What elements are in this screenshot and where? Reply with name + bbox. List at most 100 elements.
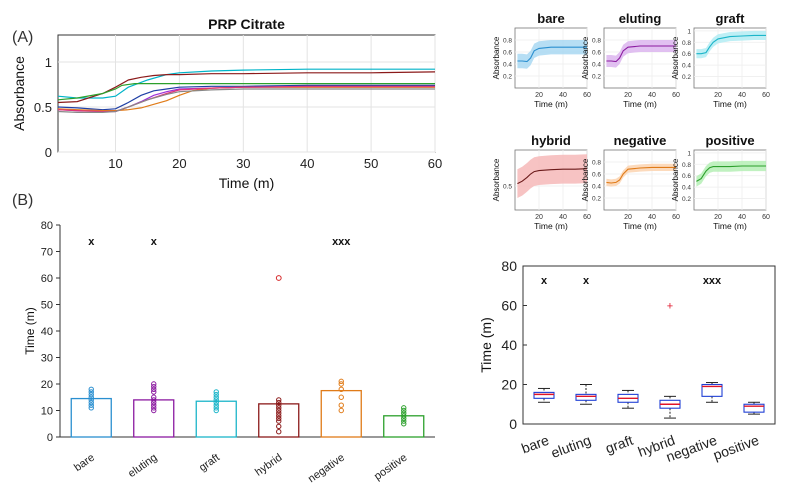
bar-point — [88, 389, 94, 395]
small-y-tick-label: 1 — [687, 150, 691, 157]
small-x-axis-label: Time (m) — [713, 99, 747, 109]
bar-point — [88, 391, 94, 398]
bar-point — [276, 423, 282, 430]
bar-x-tick-label: positive — [372, 452, 409, 483]
bar-point — [88, 397, 94, 403]
small-y-tick-label: 0.6 — [503, 50, 512, 57]
bar-y-tick-label: 0 — [47, 432, 53, 444]
small-x-tick-label: 60 — [583, 214, 591, 221]
bar-x-tick-label: hybrid — [253, 452, 284, 479]
bar-y-tick-label: 70 — [41, 247, 53, 259]
small-y-tick-label: 0.8 — [592, 160, 601, 167]
small-x-tick-label: 20 — [714, 214, 722, 221]
main-x-tick-label: 60 — [428, 156, 442, 171]
bar-point — [213, 394, 219, 400]
bar — [320, 389, 362, 438]
bar-point — [151, 405, 157, 411]
bar-point — [338, 381, 344, 387]
small-y-axis-label: Absorbance — [492, 36, 501, 79]
small-mean-line — [696, 165, 766, 182]
small-band-area — [696, 160, 766, 187]
box-iqr — [743, 403, 765, 413]
main-x-tick-label: 30 — [236, 156, 250, 171]
small-panel-title: positive — [705, 133, 754, 148]
bar-point — [276, 418, 282, 424]
small-y-tick-label: 0.8 — [503, 38, 512, 45]
small-band-area — [696, 30, 766, 59]
small-x-tick-label: 40 — [559, 214, 567, 221]
small-panel-title: negative — [614, 133, 667, 148]
small-y-tick-label: 0.4 — [592, 184, 601, 191]
bar-point — [276, 410, 282, 416]
bar-point — [401, 413, 407, 419]
small-x-tick-label: 60 — [672, 92, 680, 99]
box-y-tick-label: 20 — [501, 377, 517, 393]
small-x-tick-label: 40 — [559, 92, 567, 99]
main-x-tick-label: 50 — [364, 156, 378, 171]
bar-point — [401, 405, 407, 411]
small-x-tick-label: 60 — [762, 92, 770, 99]
small-x-tick-label: 40 — [738, 214, 746, 221]
main-line-chart: 10 20 30 40 50 60 0 0.5 1 PRP Citrate Time (m) Abso… — [11, 16, 442, 191]
small-x-axis-label: Time (m) — [534, 99, 568, 109]
bar-point — [401, 421, 407, 427]
small-x-tick-label: 40 — [738, 92, 746, 99]
bar-dot-chart: 0 10 20 30 40 50 60 70 80 bare eluting graft hybrid n… — [23, 220, 435, 485]
main-y-tick-label: 0 — [45, 145, 52, 160]
small-x-tick-label: 20 — [535, 214, 543, 221]
box-x-tick-label: graft — [603, 432, 635, 457]
bar-point — [338, 394, 344, 400]
bar-point — [276, 399, 282, 406]
bar-y-tick-label: 40 — [41, 326, 53, 338]
small-y-axis-label: Absorbance — [671, 158, 680, 201]
bar-point — [151, 397, 157, 403]
small-y-tick-label: 0.6 — [592, 172, 601, 179]
small-y-tick-label: 0.4 — [682, 63, 691, 70]
bar-point — [151, 402, 157, 408]
box-annotation: x — [583, 275, 590, 287]
small-mean-line — [517, 46, 587, 63]
bar — [258, 403, 300, 438]
bar-annotation: xxx — [332, 236, 351, 248]
bar-point — [213, 389, 219, 395]
small-y-tick-label: 0.8 — [682, 162, 691, 169]
panel-label-b: (B) — [12, 192, 33, 209]
small-y-axis-label: Absorbance — [492, 158, 501, 201]
small-mean-line — [517, 168, 588, 185]
bar-point — [338, 378, 344, 385]
small-mean-line — [696, 34, 766, 55]
main-y-axis-label: Absorbance — [11, 56, 27, 131]
small-x-axis-label: Time (m) — [623, 99, 657, 109]
bar-point — [213, 407, 219, 414]
bar-outlier-point — [275, 275, 282, 281]
main-y-tick-label: 1 — [45, 55, 52, 70]
main-plot-frame — [57, 34, 436, 153]
bar-point — [151, 407, 157, 414]
bar-point — [276, 402, 282, 408]
bar-point — [276, 429, 282, 435]
small-y-tick-label: 0.8 — [682, 40, 691, 47]
box-y-axis-label: Time (m) — [478, 317, 494, 372]
bar-x-tick-label: negative — [306, 452, 347, 486]
bar-point — [338, 407, 344, 414]
bar-point — [151, 389, 157, 395]
small-x-axis-label: Time (m) — [534, 221, 568, 231]
bar-point — [151, 383, 157, 390]
small-y-axis-label: Absorbance — [581, 158, 590, 201]
small-x-tick-label: 20 — [535, 92, 543, 99]
main-series-line — [57, 85, 435, 113]
bar-y-tick-label: 50 — [41, 300, 53, 312]
bar-point — [88, 386, 94, 392]
small-y-tick-label: 0.4 — [503, 62, 512, 69]
box-annotation: xxx — [703, 275, 722, 287]
small-panel-title: eluting — [619, 11, 662, 26]
small-x-tick-label: 20 — [624, 92, 632, 99]
bar-point — [151, 386, 157, 392]
bar-point — [338, 386, 344, 392]
bar — [70, 397, 112, 438]
box-x-tick-label: bare — [519, 432, 551, 457]
bar-x-tick-label: bare — [72, 452, 97, 474]
small-x-tick-label: 20 — [624, 214, 632, 221]
